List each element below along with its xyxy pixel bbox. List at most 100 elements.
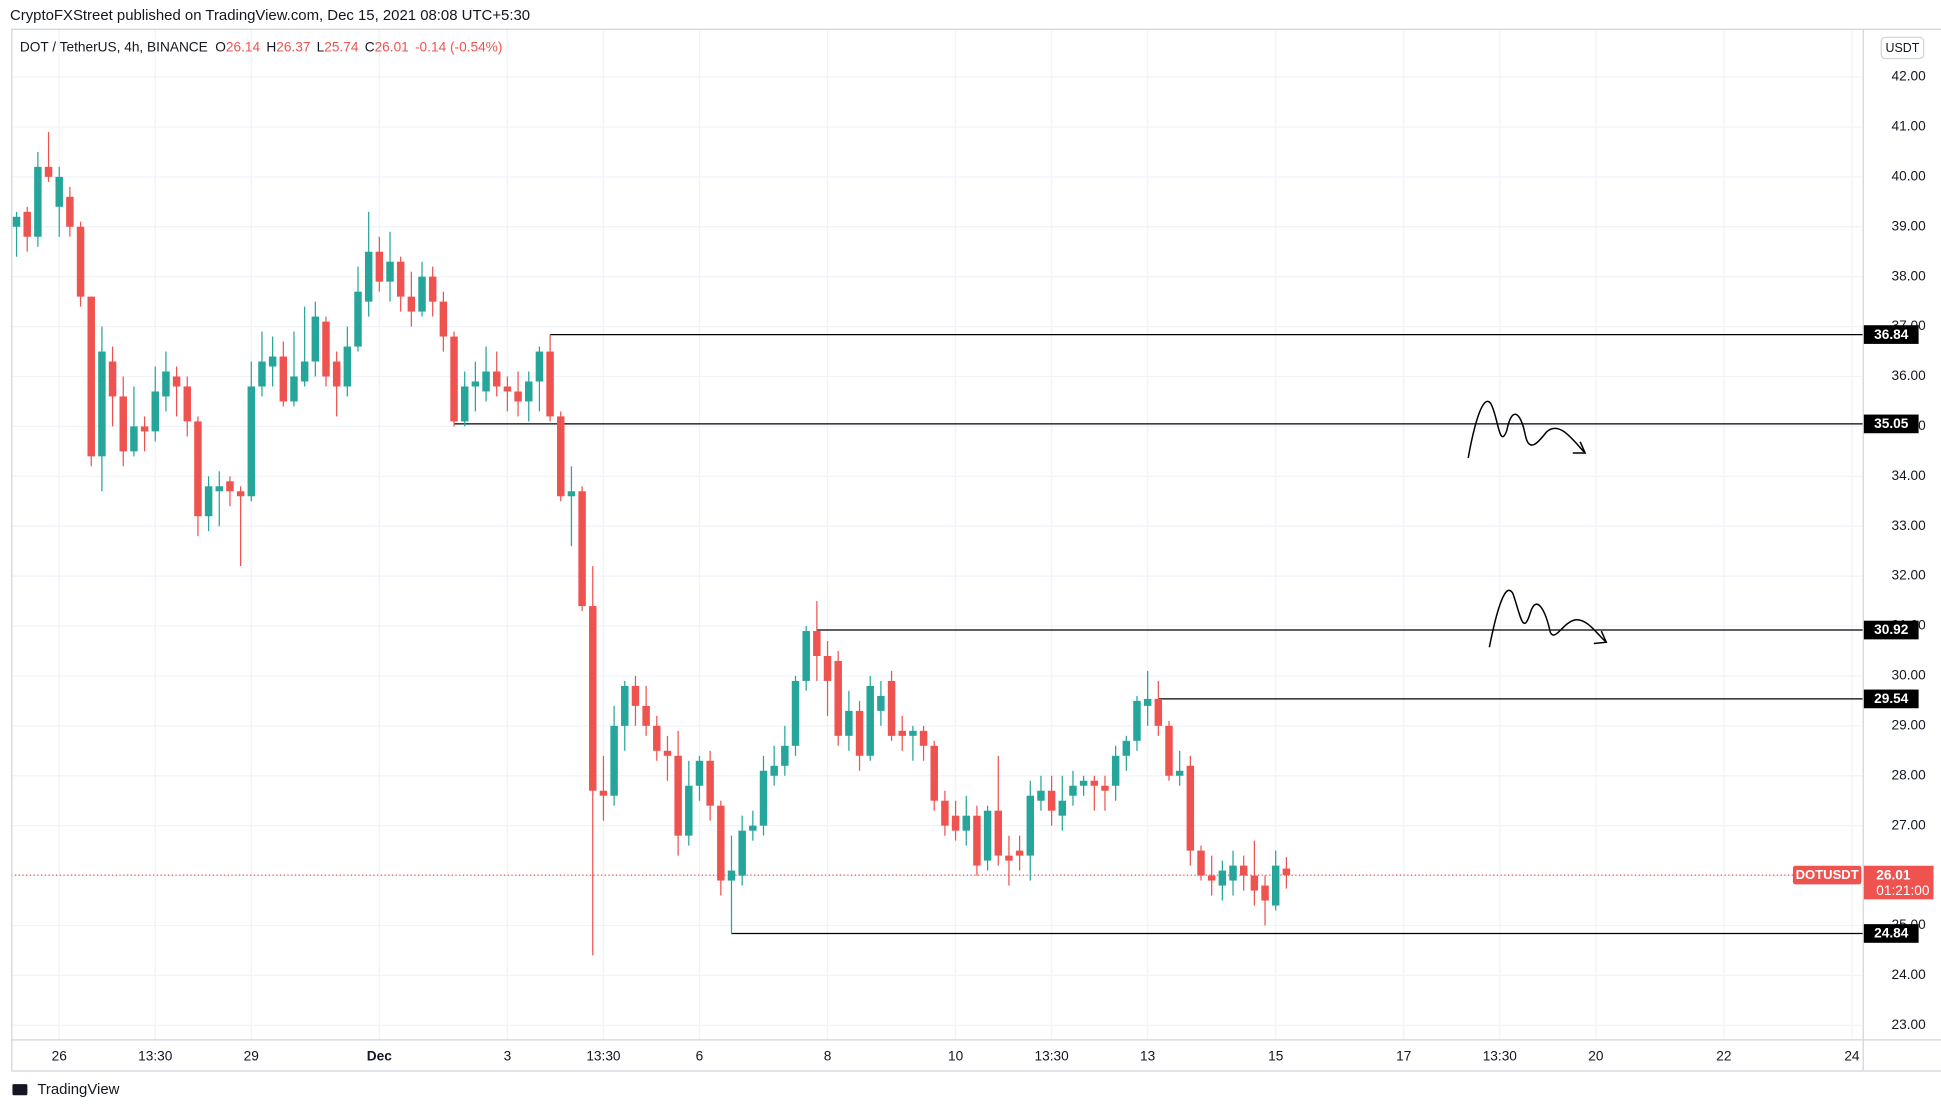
ohlc-value: 26.37 bbox=[276, 39, 310, 54]
x-tick-label: 13:30 bbox=[586, 1048, 621, 1063]
candle-body bbox=[1261, 885, 1269, 901]
brand-logo: TradingView bbox=[12, 1081, 120, 1098]
candle-body bbox=[898, 730, 906, 736]
x-tick-label: 15 bbox=[1268, 1048, 1284, 1063]
candle-body bbox=[482, 371, 490, 392]
candle-body bbox=[535, 351, 544, 382]
candle-body bbox=[44, 166, 53, 177]
candle-body bbox=[322, 321, 330, 377]
candle-body bbox=[1058, 800, 1067, 816]
candle-body bbox=[1090, 780, 1099, 786]
candle-body bbox=[1175, 770, 1184, 776]
y-tick-label: 24.00 bbox=[1892, 967, 1927, 982]
y-tick-label: 34.00 bbox=[1892, 468, 1927, 483]
candle-body bbox=[215, 486, 224, 492]
x-tick-label: 10 bbox=[948, 1048, 964, 1063]
y-tick-label: 23.00 bbox=[1892, 1017, 1927, 1032]
candle-body bbox=[1005, 855, 1013, 861]
candle-body bbox=[1229, 865, 1237, 881]
candle-body bbox=[983, 810, 992, 861]
candle-body bbox=[578, 491, 586, 607]
candle-body bbox=[738, 830, 746, 876]
candle-body bbox=[642, 705, 650, 726]
candle-body bbox=[1133, 700, 1141, 741]
y-tick-label: 39.00 bbox=[1892, 218, 1927, 233]
candle-body bbox=[183, 386, 192, 422]
x-tick-label: 13:30 bbox=[1483, 1048, 1518, 1063]
currency-button[interactable] bbox=[1880, 36, 1925, 60]
candle-body bbox=[268, 356, 277, 367]
candle-body bbox=[621, 685, 629, 726]
candle-body bbox=[866, 685, 874, 756]
candle-body bbox=[407, 296, 416, 312]
level-price-box bbox=[1863, 620, 1919, 640]
candle-body bbox=[994, 810, 1002, 856]
candle-body bbox=[855, 710, 864, 756]
x-tick-label: 3 bbox=[504, 1048, 512, 1063]
x-tick-label: 13:30 bbox=[138, 1048, 173, 1063]
y-tick-label: 40.00 bbox=[1892, 168, 1927, 183]
ohlc-value: 25.74 bbox=[324, 39, 359, 54]
candle-body bbox=[386, 261, 394, 282]
candle-body bbox=[674, 755, 682, 836]
candle-body bbox=[1207, 875, 1216, 881]
candle-body bbox=[98, 351, 106, 457]
y-tick-label: 38.00 bbox=[1892, 268, 1927, 283]
candle-body bbox=[226, 481, 234, 492]
y-tick-label: 27.00 bbox=[1892, 817, 1927, 832]
candle-body bbox=[1197, 850, 1205, 876]
candle-body bbox=[311, 316, 320, 362]
level-price-box bbox=[1863, 924, 1919, 943]
candle-body bbox=[791, 680, 800, 746]
y-tick-label: 36.00 bbox=[1892, 368, 1927, 383]
candle-body bbox=[396, 261, 405, 297]
candle-body bbox=[258, 361, 266, 387]
candle-body bbox=[546, 351, 554, 417]
x-tick-label: 13 bbox=[1140, 1048, 1155, 1063]
level-price-label: 35.05 bbox=[1874, 416, 1909, 431]
candle-body bbox=[1101, 785, 1109, 791]
candle-body bbox=[279, 356, 288, 402]
candle-body bbox=[343, 346, 352, 387]
ohlc-letter: L bbox=[317, 39, 325, 54]
candle-body bbox=[130, 426, 138, 452]
candle-body bbox=[1047, 790, 1056, 811]
candle-body bbox=[759, 770, 768, 826]
candle-body bbox=[439, 301, 448, 337]
level-price-label: 36.84 bbox=[1874, 327, 1909, 342]
x-tick-label: 13:30 bbox=[1035, 1048, 1070, 1063]
candle-body bbox=[1282, 868, 1291, 876]
candle-body bbox=[332, 361, 341, 387]
candle-body bbox=[653, 725, 661, 751]
candle-body bbox=[567, 491, 576, 497]
ohlc-value: 26.01 bbox=[375, 39, 409, 54]
logo-mark bbox=[12, 1084, 28, 1096]
y-tick-label: 30.00 bbox=[1892, 668, 1927, 683]
candle-body bbox=[172, 376, 181, 387]
y-tick-label: 28.00 bbox=[1892, 767, 1927, 782]
candle-body bbox=[919, 730, 928, 746]
candle-body bbox=[695, 760, 704, 786]
x-tick-label: 8 bbox=[824, 1048, 832, 1063]
level-price-label: 29.54 bbox=[1874, 691, 1909, 706]
level-price-box bbox=[1863, 325, 1919, 344]
levels bbox=[11, 333, 1863, 935]
x-tick-label: 29 bbox=[244, 1048, 259, 1063]
x-tick-label: Dec bbox=[367, 1048, 392, 1063]
candle-body bbox=[354, 291, 362, 347]
candle-body bbox=[973, 815, 981, 866]
candle-body bbox=[236, 491, 245, 497]
candle-body bbox=[717, 805, 725, 881]
change-label: -0.14 (-0.54%) bbox=[415, 39, 502, 54]
candle-body bbox=[418, 276, 426, 312]
candle-body bbox=[87, 296, 95, 457]
currency-label[interactable]: USDT bbox=[1886, 41, 1920, 55]
candle-body bbox=[589, 606, 597, 791]
candle-body bbox=[1026, 795, 1035, 856]
candle-body bbox=[471, 381, 480, 387]
candle-body bbox=[1250, 875, 1259, 891]
countdown-label: 01:21:00 bbox=[1876, 883, 1930, 898]
candle-body bbox=[1079, 780, 1088, 786]
candle-body bbox=[1165, 725, 1173, 776]
